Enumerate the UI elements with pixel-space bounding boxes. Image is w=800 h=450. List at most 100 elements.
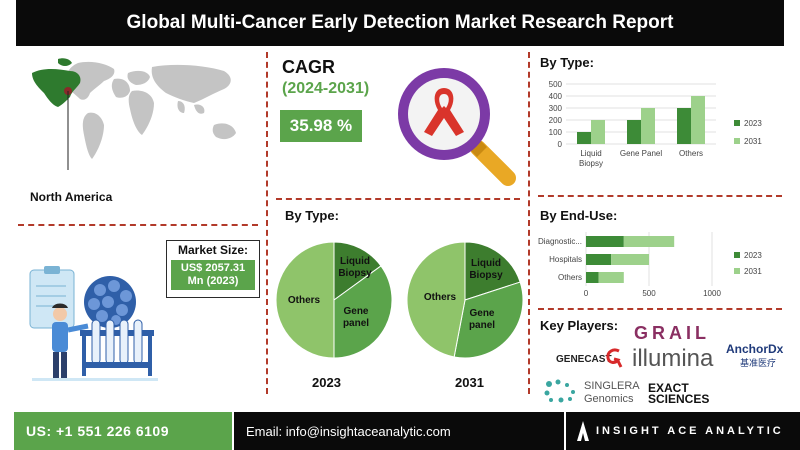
enduse-bar-legend-swatch <box>734 252 740 258</box>
exact-sciences-line2: SCIENCES <box>648 392 710 406</box>
divider-right-top <box>538 195 782 197</box>
type-bar-2031-1 <box>641 108 655 144</box>
report-header: Global Multi-Cancer Early Detection Mark… <box>16 0 784 46</box>
footer-phone[interactable]: US: +1 551 226 6109 <box>14 412 232 450</box>
grail-logo: GRAIL <box>634 323 710 343</box>
report-title: Global Multi-Cancer Early Detection Mark… <box>126 12 674 33</box>
cagr-title: CAGR <box>282 57 335 77</box>
divider-left-mid <box>18 224 258 226</box>
type-bar-legend-label: 2023 <box>744 119 762 128</box>
pie-label-others-2023: Others <box>288 295 321 306</box>
pie-section-title: By Type: <box>285 208 339 223</box>
enduse-bar-title: By End-Use: <box>540 208 618 223</box>
type-bar-ytick: 300 <box>549 104 563 113</box>
pie-label-gene-2023-a: Gene <box>343 306 368 317</box>
enduse-bar-ytick: Others <box>558 273 582 282</box>
genecast-mark-icon <box>606 348 623 368</box>
enduse-bar-2023-0 <box>586 236 624 247</box>
enduse-bar-legend-label: 2023 <box>744 251 762 260</box>
genecast-logo: GENECAST <box>556 354 612 365</box>
type-bar-xtick: Liquid <box>580 149 601 158</box>
type-bar-ytick: 100 <box>549 128 563 137</box>
divider-center-mid <box>276 198 520 200</box>
enduse-bar-legend-swatch <box>734 268 740 274</box>
lab-illustration <box>29 266 158 381</box>
pie-2023 <box>275 241 393 359</box>
enduse-bar-2031-2 <box>598 272 624 283</box>
type-bar-2023-0 <box>577 132 591 144</box>
anchordx-logo-sub: 基准医疗 <box>740 358 777 368</box>
type-bar-legend-label: 2031 <box>744 137 762 146</box>
enduse-bar-2031-0 <box>623 236 675 247</box>
illumina-logo: illumina <box>632 345 714 372</box>
type-bar-2023-1 <box>627 120 641 144</box>
pie-slice-liquid-biopsy <box>464 241 521 301</box>
anchordx-logo: AnchorDx <box>726 342 784 356</box>
cagr-years: (2024-2031) <box>282 80 370 97</box>
pie-label-others-2031: Others <box>424 292 457 303</box>
type-bar-xtick: Gene Panel <box>620 149 662 158</box>
footer: US: +1 551 226 6109 Email: info@insighta… <box>0 412 800 450</box>
pie-label-liquid-2031-b: Biopsy <box>469 270 503 281</box>
type-bar-legend-swatch <box>734 120 740 126</box>
exact-sciences-logo: EXACT SCIENCES <box>648 381 710 406</box>
enduse-bar-chart: 0 500 1000 Diagnostic... Hospitals Others 2023… <box>538 232 762 298</box>
divider-right-bottom <box>538 308 782 310</box>
pie-year-2023: 2023 <box>312 375 341 390</box>
enduse-bar-xtick: 0 <box>584 289 589 298</box>
enduse-bar-legend-label: 2031 <box>744 267 762 276</box>
key-players-title: Key Players: <box>540 318 619 333</box>
pie-label-gene-2031-a: Gene <box>469 308 494 319</box>
pie-slice-others <box>275 241 335 359</box>
pie-slice-gene-panel <box>333 265 393 359</box>
cagr-value: 35.98 % <box>280 110 362 142</box>
type-bar-xtick: Others <box>679 149 703 158</box>
pie-slice-liquid-biopsy <box>333 241 382 301</box>
market-size-box: Market Size: US$ 2057.31 Mn (2023) <box>166 240 260 298</box>
pie-label-liquid-2031-a: Liquid <box>471 258 501 269</box>
brand-logo-icon <box>577 421 589 441</box>
type-bar-ytick: 200 <box>549 116 563 125</box>
type-bar-2031-2 <box>691 96 705 144</box>
pie-label-gene-2031-b: panel <box>469 320 495 331</box>
pie-slice-others <box>406 241 466 358</box>
type-bar-ytick: 400 <box>549 92 563 101</box>
type-bar-ytick: 500 <box>549 80 563 89</box>
magnifier-ribbon-icon <box>398 68 516 186</box>
type-bar-legend-swatch <box>734 138 740 144</box>
enduse-bar-ytick: Diagnostic... <box>538 237 582 246</box>
pie-label-liquid-2023-b: Biopsy <box>338 268 372 279</box>
enduse-bar-xtick: 500 <box>642 289 656 298</box>
market-size-value: US$ 2057.31 Mn (2023) <box>171 260 255 290</box>
type-bar-ytick: 0 <box>558 140 563 149</box>
type-bar-title: By Type: <box>540 55 594 70</box>
enduse-bar-2023-1 <box>586 254 612 265</box>
market-size-value-line2: Mn (2023) <box>187 275 239 287</box>
singlera-dots-icon <box>544 379 575 403</box>
pie-year-2031: 2031 <box>455 375 484 390</box>
pie-slice-gene-panel <box>453 281 524 359</box>
enduse-bar-2023-2 <box>586 272 599 283</box>
enduse-bar-2031-1 <box>611 254 649 265</box>
footer-brand: INSIGHT ACE ANALYTIC <box>566 412 800 450</box>
enduse-bar-xtick: 1000 <box>703 289 721 298</box>
type-bar-2031-0 <box>591 120 605 144</box>
type-bar-xtick: Biopsy <box>579 159 603 168</box>
pie-2031 <box>406 241 524 359</box>
market-size-value-line1: US$ 2057.31 <box>180 262 246 274</box>
exact-sciences-line1: EXACT <box>648 381 689 395</box>
enduse-bar-ytick: Hospitals <box>549 255 582 264</box>
divider-left <box>266 52 268 394</box>
pie-charts: LiquidBiopsyGenepanelOthersLiquidBiopsyG… <box>275 241 524 359</box>
singlera-logo-sub: Genomics <box>584 393 634 405</box>
world-map <box>32 58 236 170</box>
type-bar-2023-2 <box>677 108 691 144</box>
pie-label-liquid-2023-a: Liquid <box>340 256 370 267</box>
market-size-title: Market Size: <box>177 243 249 257</box>
pie-label-gene-2023-b: panel <box>343 318 369 329</box>
divider-right <box>528 52 530 394</box>
footer-email[interactable]: Email: info@insightaceanalytic.com <box>234 412 564 450</box>
singlera-logo: SINGLERA <box>584 380 640 392</box>
region-label: North America <box>30 190 113 204</box>
